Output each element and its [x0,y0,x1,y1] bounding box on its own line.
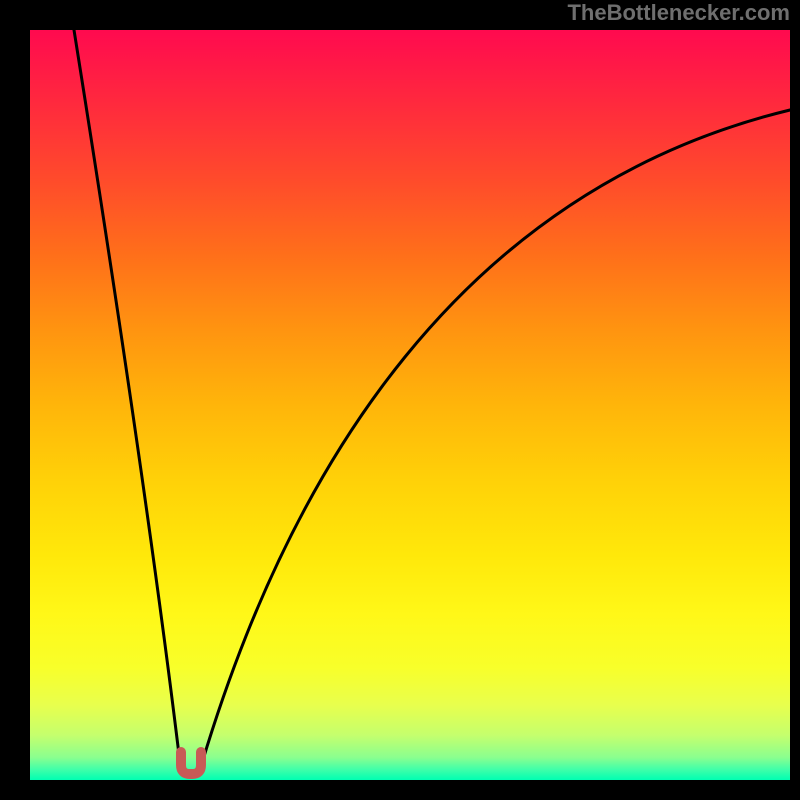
optimal-marker [181,752,201,774]
curve-overlay [0,0,800,800]
curve-right-branch [202,110,790,763]
curve-left-branch [74,30,180,763]
watermark-text: TheBottlenecker.com [567,0,790,26]
bottleneck-chart: TheBottlenecker.com [0,0,800,800]
